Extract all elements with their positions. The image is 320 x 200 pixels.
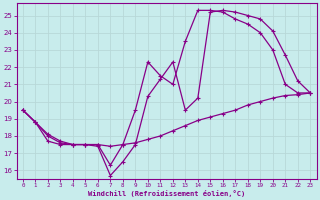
X-axis label: Windchill (Refroidissement éolien,°C): Windchill (Refroidissement éolien,°C): [88, 190, 245, 197]
